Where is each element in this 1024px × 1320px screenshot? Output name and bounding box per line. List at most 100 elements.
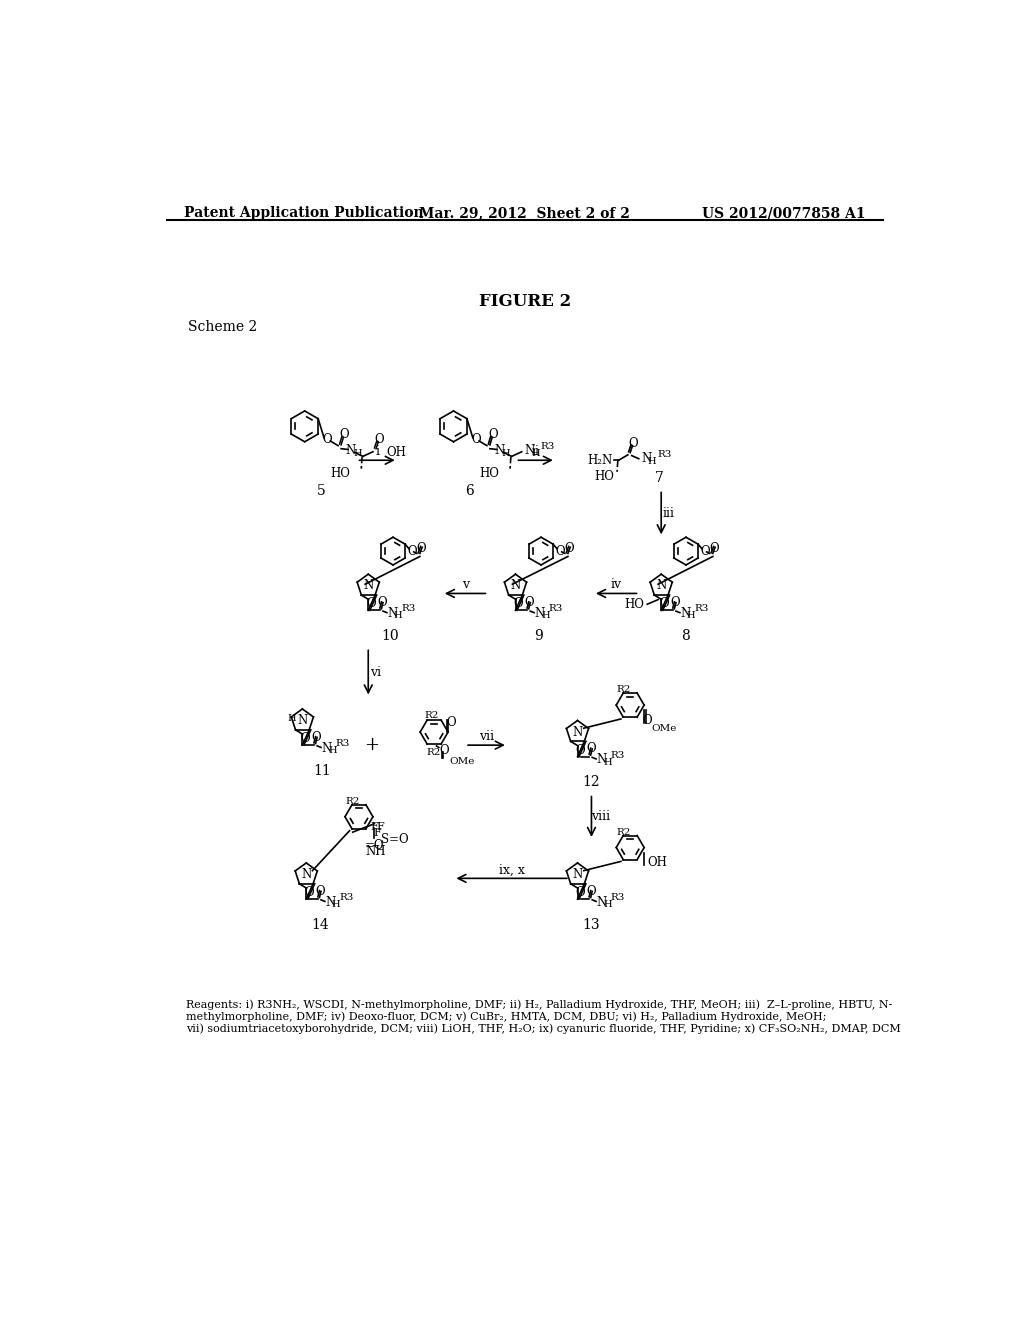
Text: F: F <box>374 828 381 838</box>
Text: N: N <box>322 742 332 755</box>
Text: ix, x: ix, x <box>499 863 524 876</box>
Text: R2: R2 <box>616 828 631 837</box>
Text: 6: 6 <box>465 484 473 498</box>
Text: N: N <box>597 896 607 908</box>
Text: F: F <box>377 822 385 832</box>
Text: N: N <box>510 579 520 593</box>
Text: O: O <box>659 598 669 610</box>
Text: N: N <box>681 607 691 620</box>
Text: N: N <box>364 579 374 593</box>
Text: HO: HO <box>479 467 500 480</box>
Text: O: O <box>671 597 680 609</box>
Text: R3: R3 <box>549 605 563 614</box>
Text: S=O: S=O <box>381 833 409 846</box>
Text: ii: ii <box>531 445 540 458</box>
Text: HO: HO <box>594 470 614 483</box>
Text: R2: R2 <box>427 748 441 758</box>
Text: O: O <box>315 884 325 898</box>
Text: N: N <box>572 726 583 739</box>
Text: O: O <box>446 717 456 730</box>
Text: N: N <box>388 607 398 620</box>
Text: R3: R3 <box>336 739 350 748</box>
Text: vi: vi <box>371 665 382 678</box>
Text: =O: =O <box>365 838 384 851</box>
Text: O: O <box>375 433 384 446</box>
Text: HO: HO <box>625 598 644 611</box>
Text: 9: 9 <box>535 628 543 643</box>
Text: N: N <box>297 714 307 727</box>
Text: H: H <box>647 457 656 466</box>
Text: N: N <box>656 579 667 593</box>
Text: N: N <box>301 869 311 880</box>
Text: O: O <box>524 597 535 609</box>
Text: OH: OH <box>647 857 667 870</box>
Text: F: F <box>371 822 378 832</box>
Text: N: N <box>495 444 505 457</box>
Text: O: O <box>700 545 710 557</box>
Text: US 2012/0077858 A1: US 2012/0077858 A1 <box>702 206 866 220</box>
Text: H: H <box>394 611 402 620</box>
Text: O: O <box>629 437 638 450</box>
Text: N: N <box>597 754 607 766</box>
Text: 5: 5 <box>317 484 326 498</box>
Text: N: N <box>535 607 545 620</box>
Text: H: H <box>502 449 511 458</box>
Text: R3: R3 <box>657 450 672 459</box>
Text: H: H <box>603 758 611 767</box>
Text: O: O <box>710 541 719 554</box>
Text: H: H <box>531 449 540 458</box>
Text: 13: 13 <box>583 917 600 932</box>
Text: viii: viii <box>591 810 610 824</box>
Text: Reagents: i) R3NH₂, WSCDI, N-methylmorpholine, DMF; ii) H₂, Palladium Hydroxide,: Reagents: i) R3NH₂, WSCDI, N-methylmorph… <box>186 999 893 1010</box>
Text: 10: 10 <box>381 628 398 643</box>
Text: H: H <box>328 746 337 755</box>
Text: H: H <box>687 611 695 620</box>
Text: Scheme 2: Scheme 2 <box>188 321 258 334</box>
Text: O: O <box>488 428 498 441</box>
Text: N: N <box>345 444 355 457</box>
Text: R3: R3 <box>401 605 416 614</box>
Text: O: O <box>304 886 314 899</box>
Text: HO: HO <box>331 467 350 480</box>
Text: N: N <box>524 444 536 457</box>
Text: +: + <box>365 737 380 754</box>
Text: R3: R3 <box>541 442 555 451</box>
Text: H₂N: H₂N <box>587 454 612 467</box>
Text: 11: 11 <box>313 763 331 777</box>
Text: O: O <box>301 733 310 744</box>
Text: O: O <box>311 731 322 744</box>
Text: O: O <box>408 545 417 557</box>
Text: 7: 7 <box>654 471 664 484</box>
Text: i: i <box>375 445 379 458</box>
Text: H: H <box>288 714 296 722</box>
Text: R2: R2 <box>616 685 631 694</box>
Text: OMe: OMe <box>450 756 475 766</box>
Text: O: O <box>564 541 574 554</box>
Text: H: H <box>541 611 550 620</box>
Text: O: O <box>587 742 596 755</box>
Text: R3: R3 <box>611 894 626 902</box>
Text: vii: vii <box>479 730 494 743</box>
Text: O: O <box>339 428 349 441</box>
Text: N: N <box>326 896 336 908</box>
Text: NH: NH <box>366 845 386 858</box>
Text: O: O <box>575 743 586 756</box>
Text: iv: iv <box>610 578 622 591</box>
Text: methylmorpholine, DMF; iv) Deoxo-fluor, DCM; v) CuBr₂, HMTA, DCM, DBU; vi) H₂, P: methylmorpholine, DMF; iv) Deoxo-fluor, … <box>186 1011 826 1022</box>
Text: O: O <box>642 714 652 727</box>
Text: OH: OH <box>387 446 407 459</box>
Text: R2: R2 <box>345 797 360 805</box>
Text: O: O <box>514 598 523 610</box>
Text: R3: R3 <box>340 894 354 902</box>
Text: H: H <box>332 900 340 909</box>
Text: 14: 14 <box>311 917 329 932</box>
Text: N: N <box>641 453 651 465</box>
Text: iii: iii <box>663 507 675 520</box>
Text: FIGURE 2: FIGURE 2 <box>478 293 571 310</box>
Text: R2: R2 <box>425 710 439 719</box>
Text: Mar. 29, 2012  Sheet 2 of 2: Mar. 29, 2012 Sheet 2 of 2 <box>420 206 630 220</box>
Text: 12: 12 <box>583 775 600 789</box>
Text: O: O <box>471 433 481 446</box>
Text: R3: R3 <box>611 751 626 759</box>
Text: O: O <box>378 597 387 609</box>
